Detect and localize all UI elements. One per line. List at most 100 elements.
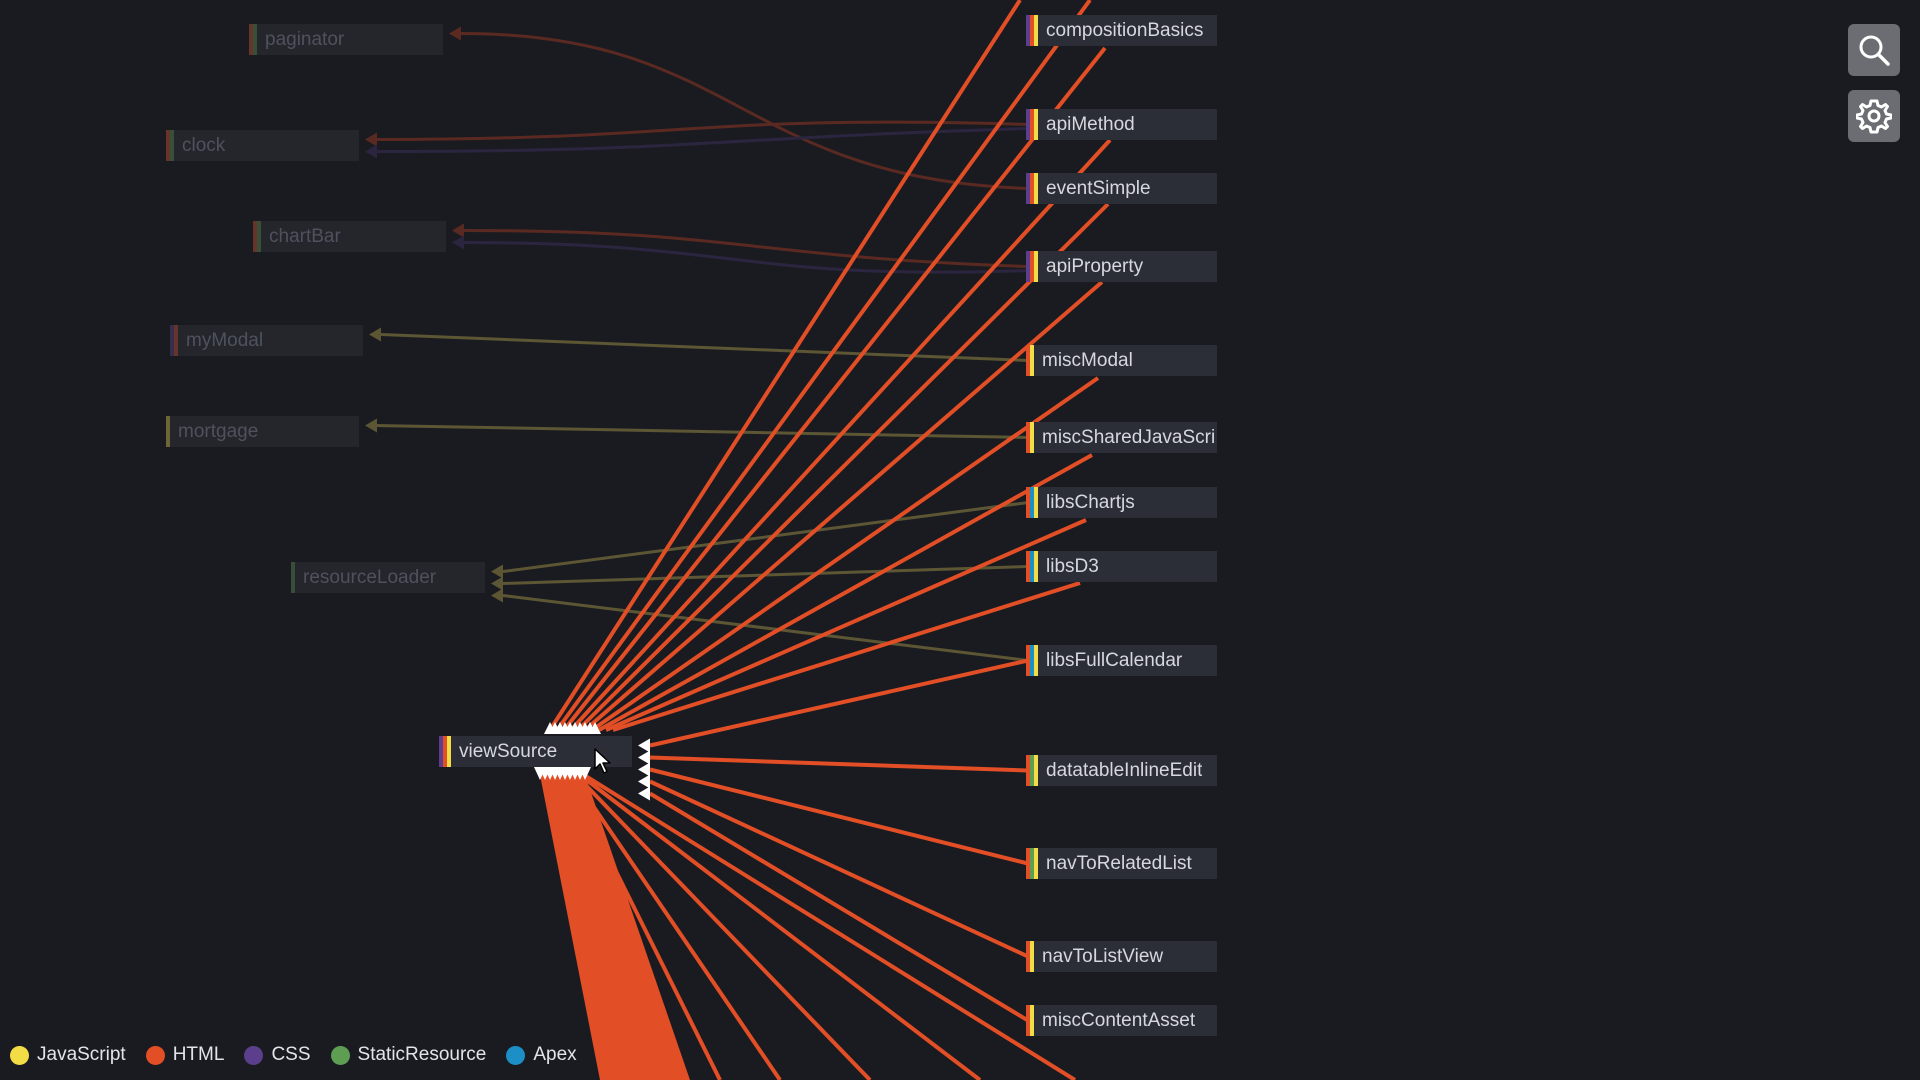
node-apiProperty[interactable]: apiProperty: [1026, 251, 1217, 282]
node-label: clock: [182, 135, 226, 156]
node-type-stripes: [291, 562, 295, 593]
node-libsD3[interactable]: libsD3: [1026, 551, 1217, 582]
fan-edge-up-1: [555, 0, 1092, 732]
type-stripe-javascript: [166, 416, 170, 447]
node-label: resourceLoader: [303, 567, 437, 588]
type-stripe-staticresource: [170, 130, 174, 161]
fan-edge-down-3: [570, 773, 782, 1080]
type-stripe-html: [1026, 645, 1030, 676]
legend-label: HTML: [172, 1044, 225, 1065]
legend-item-staticresource[interactable]: StaticResource: [330, 1044, 486, 1066]
type-stripe-javascript: [1030, 1005, 1034, 1036]
node-clock[interactable]: clock: [166, 130, 359, 161]
arrowhead-miscModal-to-myModal: [369, 327, 381, 342]
node-compositionBasics[interactable]: compositionBasics: [1026, 15, 1217, 46]
type-stripe-html: [1030, 251, 1034, 282]
node-type-stripes: [253, 221, 261, 252]
legend-dot-icon: [145, 1045, 165, 1065]
type-stripe-apex: [1030, 551, 1034, 582]
fan-edge-up-5: [583, 280, 1104, 732]
edge-miscModal-to-myModal: [380, 333, 1029, 362]
legend-item-apex[interactable]: Apex: [506, 1044, 577, 1066]
type-stripe-javascript: [1030, 941, 1034, 972]
edges-layer: [376, 32, 1030, 1023]
legend-item-html[interactable]: HTML: [145, 1044, 225, 1066]
type-stripe-javascript: [1034, 848, 1038, 879]
node-navToRelatedList[interactable]: navToRelatedList: [1026, 848, 1217, 879]
type-stripe-javascript: [1034, 15, 1038, 46]
node-label: chartBar: [269, 226, 341, 247]
node-mortgage[interactable]: mortgage: [166, 416, 359, 447]
arrowhead-apiProperty-to-chartBar: [452, 235, 464, 250]
node-miscContentAsset[interactable]: miscContentAsset: [1026, 1005, 1217, 1036]
node-label: miscContentAsset: [1042, 1010, 1196, 1031]
fan-edge-down-0: [558, 774, 642, 1080]
arrowheads-layer: [365, 26, 650, 801]
node-label: datatableInlineEdit: [1046, 760, 1203, 781]
node-type-stripes: [1026, 109, 1038, 140]
node-paginator[interactable]: paginator: [249, 24, 443, 55]
type-stripe-html: [1026, 345, 1030, 376]
node-resourceLoader[interactable]: resourceLoader: [291, 562, 485, 593]
arrowhead-libsFullCalendar-to-viewSource: [638, 738, 650, 753]
edge-datatableInlineEdit-to-viewSource: [649, 755, 1029, 773]
arrowhead-miscSharedJavaScript-to-mortgage: [365, 418, 377, 433]
node-label: paginator: [265, 29, 345, 50]
node-type-stripes: [1026, 848, 1038, 879]
node-apiMethod[interactable]: apiMethod: [1026, 109, 1217, 140]
node-eventSimple[interactable]: eventSimple: [1026, 173, 1217, 204]
node-datatableInlineEdit[interactable]: datatableInlineEdit: [1026, 755, 1217, 786]
legend-item-css[interactable]: CSS: [244, 1044, 311, 1066]
legend: JavaScript HTML CSS StaticResource Apex: [10, 1044, 577, 1066]
arrowhead-fan-bottom-9: [579, 767, 591, 780]
arrowhead-apiProperty-to-chartBar: [452, 223, 464, 238]
node-type-stripes: [1026, 345, 1034, 376]
node-label: eventSimple: [1046, 178, 1151, 199]
type-stripe-javascript: [1034, 645, 1038, 676]
type-stripe-staticresource: [257, 221, 261, 252]
arrowhead-apiMethod-to-clock: [365, 132, 377, 147]
legend-dot-icon: [244, 1045, 264, 1065]
node-label: libsD3: [1046, 556, 1099, 577]
type-stripe-css: [1026, 251, 1030, 282]
fan-edge-up-8: [605, 518, 1087, 732]
edge-apiProperty-to-chartBar: [463, 229, 1029, 268]
type-stripe-staticresource: [253, 24, 257, 55]
legend-item-javascript[interactable]: JavaScript: [10, 1044, 126, 1066]
fan-edge-down-1: [562, 774, 682, 1080]
fan-edge-down-5: [578, 773, 982, 1080]
node-navToListView[interactable]: navToListView: [1026, 941, 1217, 972]
fan-edge-down-6: [582, 773, 1077, 1080]
type-stripe-html: [166, 130, 170, 161]
fan-edge-down-2: [566, 774, 722, 1080]
node-libsChartjs[interactable]: libsChartjs: [1026, 487, 1217, 518]
search-button[interactable]: [1848, 24, 1900, 76]
node-label: libsChartjs: [1046, 492, 1135, 513]
node-libsFullCalendar[interactable]: libsFullCalendar: [1026, 645, 1217, 676]
arrowhead-fan-top-9: [589, 722, 601, 734]
node-label: myModal: [186, 330, 264, 351]
type-stripe-html: [1026, 755, 1030, 786]
node-type-stripes: [1026, 941, 1034, 972]
arrowhead-navToListView-to-viewSource: [638, 774, 650, 789]
edge-libsFullCalendar-to-viewSource: [649, 658, 1029, 748]
settings-button[interactable]: [1848, 90, 1900, 142]
node-label: apiProperty: [1046, 256, 1144, 277]
node-chartBar[interactable]: chartBar: [253, 221, 446, 252]
type-stripe-html: [1026, 422, 1030, 453]
type-stripe-staticresource: [1030, 848, 1034, 879]
node-type-stripes: [249, 24, 257, 55]
node-miscModal[interactable]: miscModal: [1026, 345, 1217, 376]
type-stripe-html: [174, 325, 178, 356]
type-stripe-javascript: [1034, 251, 1038, 282]
type-stripe-staticresource: [291, 562, 295, 593]
edge-navToListView-to-viewSource: [649, 779, 1029, 959]
type-stripe-html: [1030, 109, 1034, 140]
fan-edge-up-2: [562, 46, 1107, 732]
node-type-stripes: [166, 416, 170, 447]
node-type-stripes: [1026, 755, 1038, 786]
node-miscSharedJavaScript[interactable]: miscSharedJavaScri: [1026, 422, 1217, 453]
node-type-stripes: [1026, 645, 1038, 676]
node-myModal[interactable]: myModal: [170, 325, 363, 356]
